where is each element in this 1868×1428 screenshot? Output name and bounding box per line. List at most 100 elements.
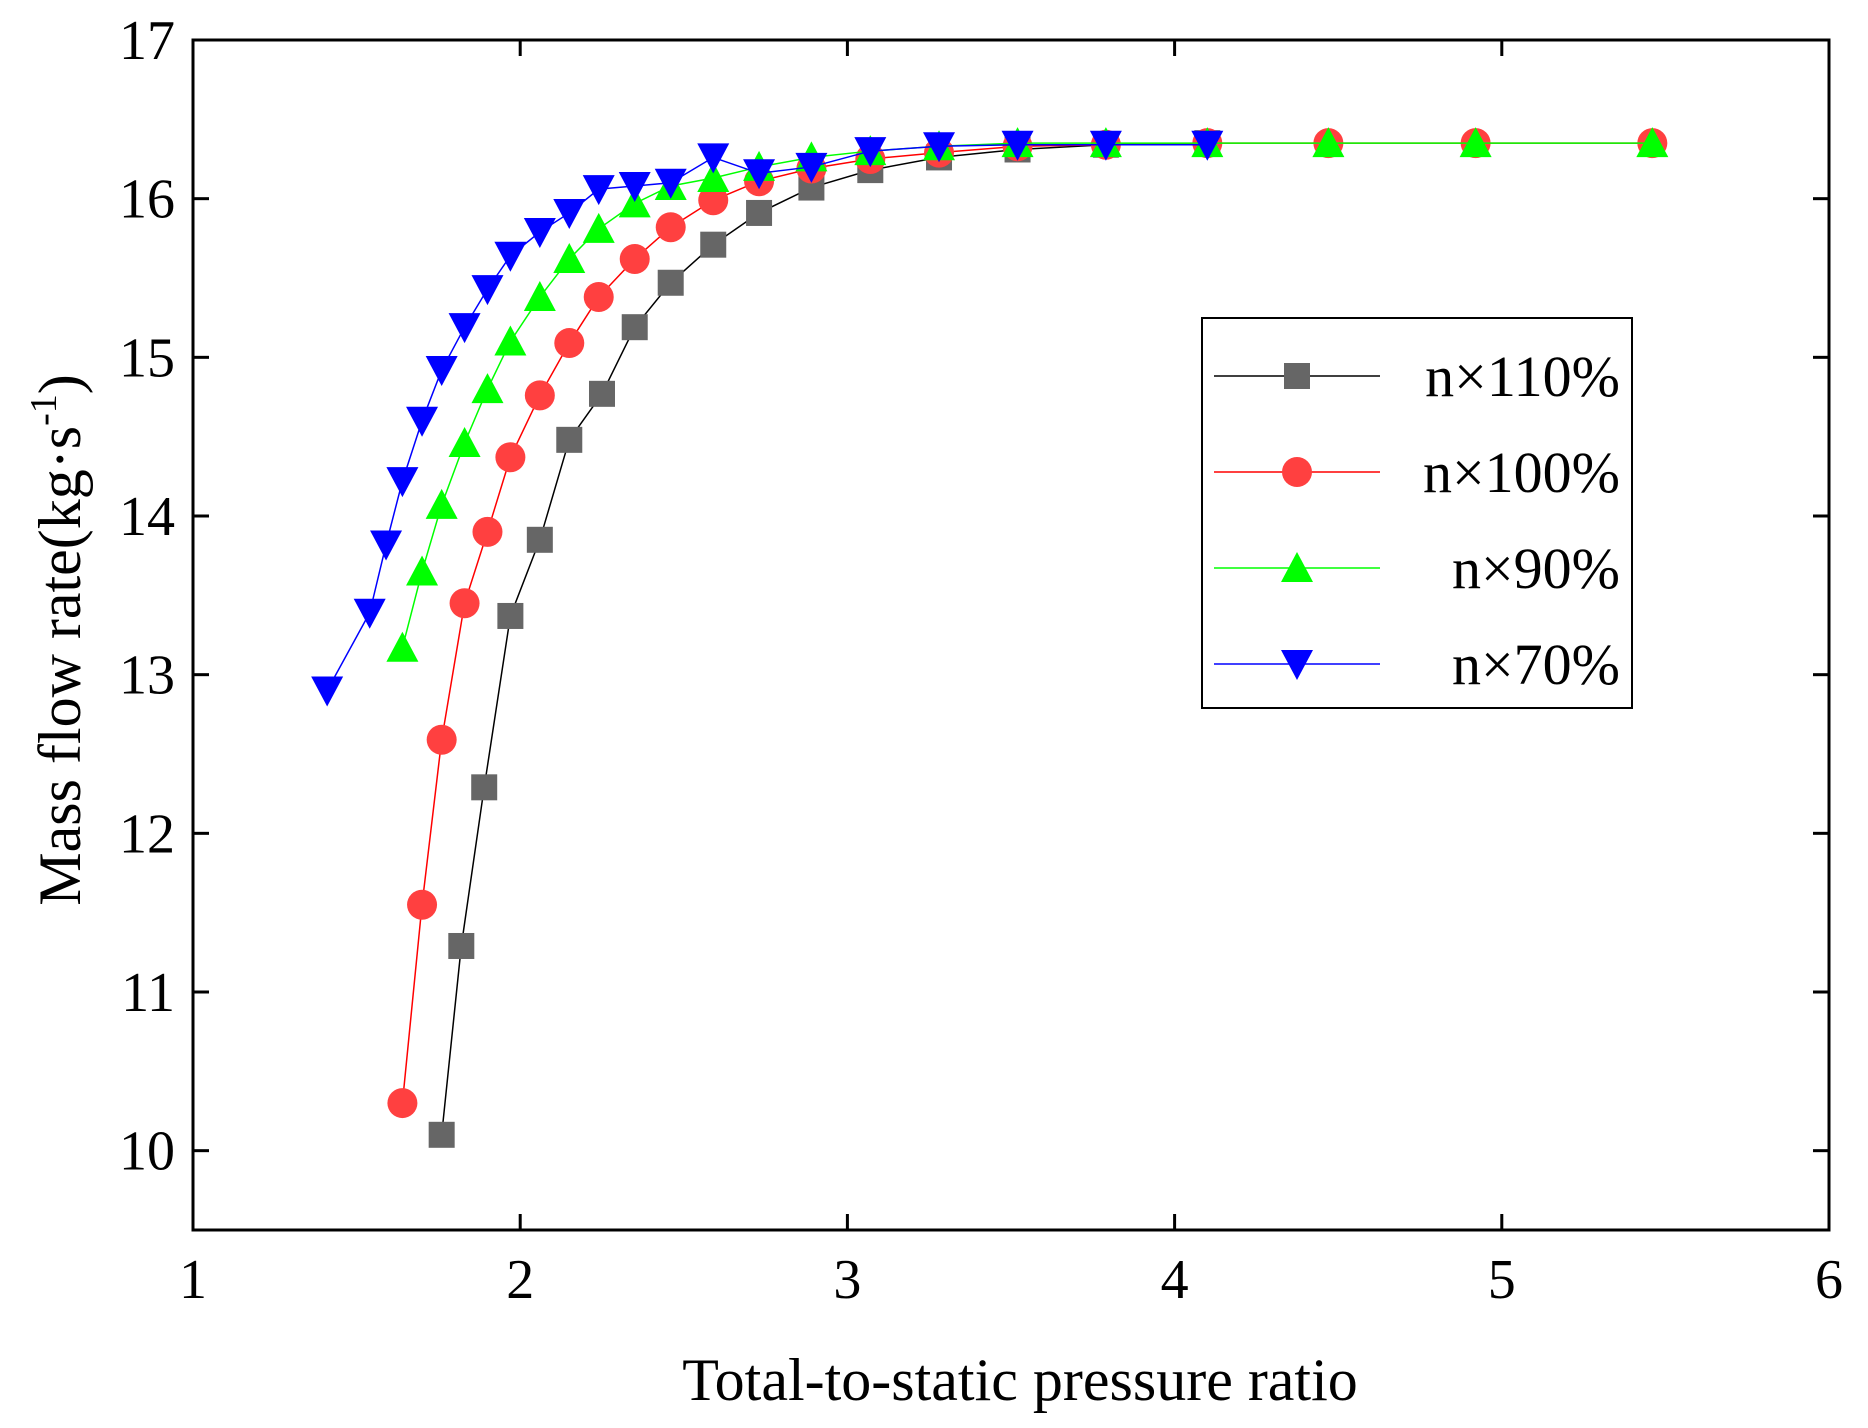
data-point: [426, 724, 457, 755]
legend-marker: [1282, 457, 1312, 487]
data-point: [697, 143, 730, 174]
legend-item: n×100%: [1214, 440, 1620, 505]
data-point: [497, 602, 524, 629]
data-point: [428, 1121, 455, 1148]
data-point: [621, 314, 648, 341]
data-point: [448, 427, 481, 458]
data-point: [471, 275, 504, 306]
x-tick-label: 1: [179, 1249, 207, 1311]
data-point: [406, 555, 439, 586]
data-point: [449, 588, 480, 619]
data-point: [854, 137, 887, 168]
series-line: [440, 142, 1208, 1135]
y-tick-label: 10: [119, 1121, 175, 1183]
data-point: [556, 426, 583, 453]
data-point: [618, 171, 651, 202]
plot-frame: [191, 38, 1831, 1232]
data-point: [425, 488, 458, 519]
legend-marker: [1281, 552, 1313, 582]
data-point: [746, 199, 773, 226]
legend-marker: [1281, 650, 1313, 680]
data-point: [425, 356, 458, 387]
data-point: [495, 442, 526, 473]
data-point: [589, 380, 615, 407]
data-point: [386, 631, 419, 662]
legend: n×110% n×100% n×90% n×70%: [1201, 317, 1633, 709]
data-point: [554, 328, 585, 359]
data-point: [448, 932, 475, 959]
data-point: [494, 325, 527, 356]
legend-item: n×110%: [1214, 344, 1620, 409]
data-point: [406, 406, 439, 437]
data-point: [700, 231, 727, 258]
series-line: [401, 142, 1653, 648]
series-layer: [311, 127, 1669, 1148]
data-point: [494, 241, 527, 272]
data-point: [553, 198, 586, 229]
y-tick-label: 13: [119, 645, 175, 707]
legend-label: n×110%: [1425, 344, 1620, 409]
legend-label: n×90%: [1452, 536, 1620, 601]
data-point: [370, 530, 403, 561]
data-point: [1089, 130, 1122, 161]
data-point: [795, 152, 828, 183]
y-tick-label: 14: [119, 486, 175, 548]
data-point: [523, 217, 556, 248]
y-axis-title: Mass flow rate(kg·s-1): [23, 374, 93, 906]
y-tick-label: 17: [119, 10, 175, 72]
data-point: [583, 282, 614, 313]
data-point: [655, 212, 686, 243]
legend-label: n×70%: [1452, 632, 1620, 697]
x-tick-label: 6: [1815, 1249, 1843, 1311]
y-tick-label: 12: [119, 803, 175, 865]
y-axis-title-close: ): [27, 374, 93, 394]
data-point: [582, 212, 615, 243]
legend-label: n×100%: [1423, 440, 1620, 505]
x-tick-label: 2: [506, 1249, 534, 1311]
data-point: [387, 1088, 418, 1119]
x-tick-label: 5: [1488, 1249, 1516, 1311]
data-point: [524, 380, 555, 411]
y-tick-label: 15: [119, 327, 175, 389]
data-point: [1459, 127, 1492, 158]
data-point: [743, 159, 776, 190]
y-axis-title-superscript: -1: [23, 394, 65, 426]
data-point: [311, 676, 344, 707]
data-point: [619, 243, 650, 274]
y-axis-title-main: Mass flow rate(kg·s: [27, 426, 93, 906]
legend-item: n×70%: [1214, 632, 1620, 697]
legend-box: [1201, 317, 1633, 709]
data-point: [407, 889, 438, 920]
data-point: [1312, 127, 1345, 158]
series-3: [311, 130, 1224, 707]
y-tick-label: 16: [119, 169, 175, 231]
data-point: [472, 516, 503, 547]
y-tick-label: 11: [121, 962, 175, 1024]
x-tick-label: 4: [1161, 1249, 1189, 1311]
data-point: [1636, 127, 1669, 158]
data-point: [923, 132, 956, 163]
data-point: [697, 162, 730, 193]
data-point: [657, 269, 684, 296]
data-point: [654, 168, 687, 199]
data-point: [553, 242, 586, 273]
data-point: [386, 467, 419, 498]
data-point: [1191, 130, 1224, 161]
legend-item: n×90%: [1214, 536, 1620, 601]
data-point: [471, 373, 504, 404]
data-point: [523, 281, 556, 312]
x-axis-title: Total-to-static pressure ratio: [682, 1347, 1358, 1413]
data-point: [471, 774, 498, 801]
data-point: [698, 185, 729, 216]
series-0: [428, 130, 1221, 1148]
x-tick-label: 3: [833, 1249, 861, 1311]
data-point: [526, 526, 553, 553]
data-point: [582, 175, 615, 206]
data-point: [618, 187, 651, 218]
data-point: [448, 313, 481, 344]
legend-marker: [1284, 363, 1310, 389]
series-line: [401, 142, 1653, 1104]
